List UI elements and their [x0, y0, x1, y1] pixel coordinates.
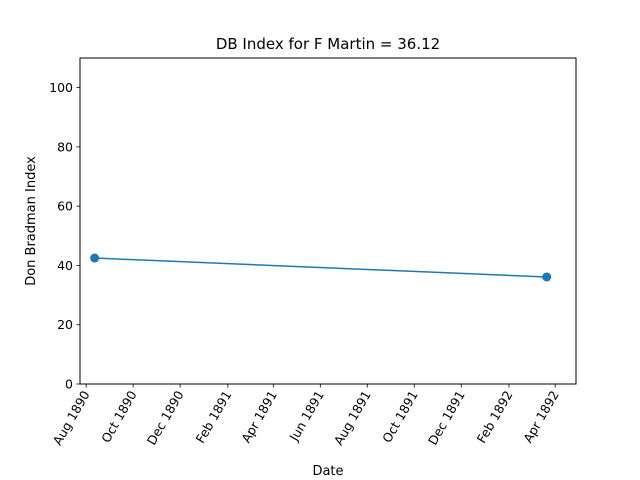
y-tick-label: 20: [57, 317, 73, 332]
y-tick-label: 60: [57, 199, 73, 214]
y-tick-label: 100: [49, 80, 73, 95]
axes-frame: [79, 57, 577, 385]
y-axis-label: Don Bradman Index: [24, 156, 39, 286]
y-tick-label: 0: [65, 377, 73, 392]
data-point: [542, 272, 552, 282]
y-tick-label: 40: [57, 258, 73, 273]
chart-title: DB Index for F Martin = 36.12: [216, 35, 440, 53]
x-axis-label: Date: [312, 464, 343, 479]
series-line: [94, 257, 547, 278]
y-tick-label: 80: [57, 139, 73, 154]
data-point: [90, 253, 100, 263]
